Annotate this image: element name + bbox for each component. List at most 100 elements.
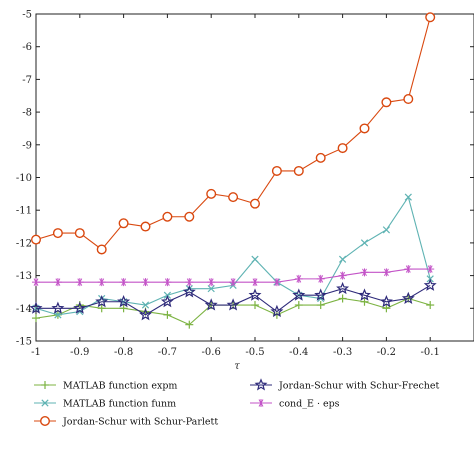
x-axis-label: τ [234,361,240,372]
data-point [404,265,413,274]
data-point [403,94,414,105]
series-4 [32,265,435,287]
x-tick-label: -0.7 [158,347,177,358]
data-point [141,301,150,309]
data-point [31,234,42,245]
x-tick-label: -0.4 [289,347,308,358]
data-point [182,285,196,298]
data-point [404,193,412,201]
data-point [95,294,109,308]
x-tick-label: -0.2 [377,347,396,358]
legend: MATLAB function expm MATLAB function funm… [34,378,440,428]
data-point [381,97,392,108]
data-point [226,298,240,311]
data-point [139,308,152,321]
y-tick-label: -13 [16,271,32,282]
y-tick-label: -7 [22,75,32,86]
series-line [36,284,431,316]
data-point [29,301,43,314]
data-point [73,301,87,314]
data-point [251,278,259,287]
legend-label: Jordan-Schur with Schur-Frechet [278,381,440,392]
data-point [426,301,435,310]
data-point [52,228,63,239]
data-point [358,288,371,301]
x-tick-label: -0.3 [333,347,352,358]
data-point [338,294,347,303]
y-tick-label: -14 [16,304,32,315]
y-tick-label: -12 [16,238,32,249]
x-tick-label: -0.9 [70,347,89,358]
legend-entry: Jordan-Schur with Schur-Frechet [250,378,440,392]
data-point [359,123,370,134]
data-point [292,288,306,301]
data-point [185,285,193,293]
y-tick-label: -15 [16,337,32,348]
data-point [360,297,369,306]
legend-label: MATLAB function funm [63,399,176,410]
y-tick-label: -11 [16,206,32,217]
series-3 [29,278,437,321]
legend-label: MATLAB function expm [63,381,177,392]
data-point [74,228,85,239]
data-point [160,294,174,308]
x-tick-label: -1 [31,347,41,358]
x-tick-label: -0.6 [202,347,221,358]
legend-marker [41,381,49,389]
data-point [338,255,347,263]
data-point [251,301,259,310]
x-tick-label: -0.8 [114,347,133,358]
data-point [162,211,173,222]
data-point [228,192,239,203]
y-tick-label: -9 [22,140,32,151]
data-point [382,304,391,313]
data-point [117,294,131,308]
data-point [401,291,415,304]
x-tick-label: -0.1 [421,347,440,358]
y-tick-label: -6 [22,42,32,53]
series-2 [31,12,436,255]
data-point [185,320,194,329]
data-point [338,271,347,280]
series-layer [29,12,437,329]
data-point [53,278,62,287]
data-point [360,239,369,247]
data-point [294,274,303,283]
legend-marker [257,399,265,407]
data-point [54,311,62,319]
data-point [163,278,172,287]
data-point [360,268,369,277]
data-point [207,278,216,287]
data-point [382,226,391,234]
data-point [98,294,106,303]
legend-entry: cond_E · eps [250,399,340,410]
data-point [75,278,84,287]
data-point [163,310,172,319]
y-tick-label: -8 [22,108,32,119]
data-point [272,278,281,287]
data-point [316,301,325,310]
data-point [379,294,393,308]
data-point [185,278,194,287]
legend-label: cond_E · eps [279,399,340,410]
data-point [206,188,217,199]
data-point [314,288,328,301]
legend-entry: MATLAB function expm [34,381,177,392]
data-point [32,314,40,323]
data-point [97,304,106,313]
legend-marker [40,416,51,427]
data-point [249,198,260,209]
data-point [270,304,284,318]
y-axis-ticks: -5 -6 -7 -8 -9 -10 -11 -12 -13 -14 -15 [16,10,474,348]
legend-entry: Jordan-Schur with Schur-Parlett [34,416,218,428]
data-point [184,211,195,222]
data-point [426,265,435,274]
data-point [316,274,325,283]
data-point [141,278,150,287]
data-point [315,152,326,163]
data-point [337,143,348,154]
data-point [97,278,106,287]
data-point [207,285,215,293]
x-tick-label: -0.5 [245,347,264,358]
